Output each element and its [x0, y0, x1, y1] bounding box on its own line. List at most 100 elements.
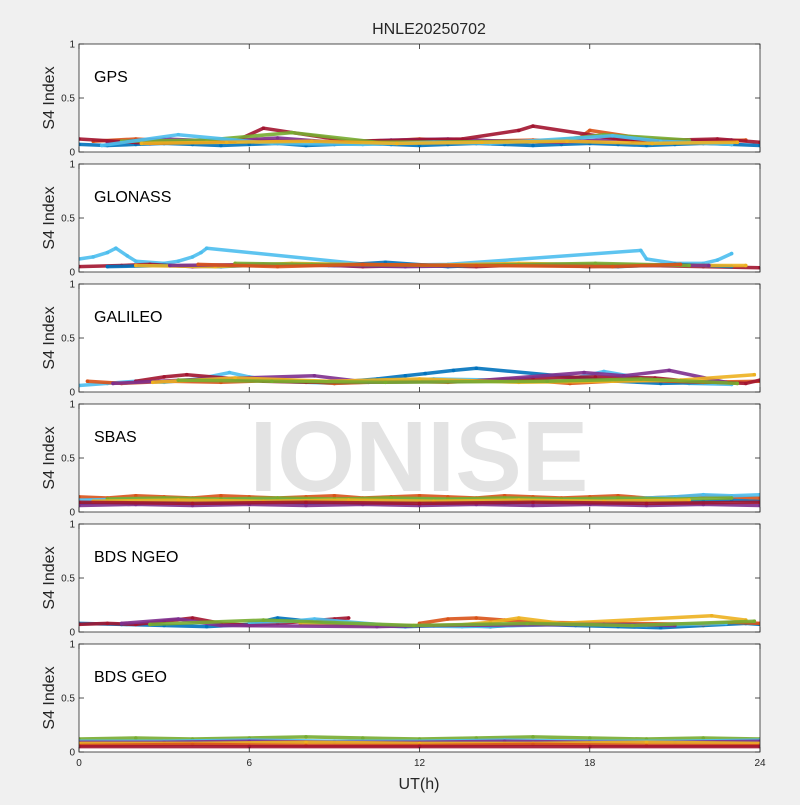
data-point [105, 250, 110, 255]
data-point [729, 496, 734, 500]
x-axis-tick-labels: 0 6 12 18 24 [76, 758, 766, 769]
y-tick-label: 0.5 [61, 214, 75, 225]
data-point [79, 142, 81, 147]
data-point [610, 134, 615, 138]
data-point [134, 263, 138, 268]
data-point [105, 264, 110, 269]
data-point [309, 139, 314, 143]
axes-background [79, 164, 760, 272]
series-group [79, 614, 760, 630]
data-point [168, 263, 172, 268]
x-tick-label: 12 [414, 758, 426, 769]
data-point [275, 264, 280, 269]
data-point [474, 616, 479, 620]
y-tick-label: 0.5 [61, 94, 75, 105]
y-axis-label: S4 Index [41, 66, 58, 129]
data-point [176, 259, 181, 264]
data-point [531, 124, 535, 128]
data-point [304, 740, 308, 745]
data-point [517, 128, 521, 133]
data-point [474, 366, 479, 371]
data-point [758, 492, 760, 497]
data-point [417, 501, 422, 506]
axes-background [79, 644, 760, 752]
data-point [417, 377, 422, 381]
data-point [247, 744, 252, 749]
panel-bds-ngeo: 0 0.5 1 S4 Index BDS NGEO [41, 520, 761, 639]
data-point [176, 132, 181, 137]
data-point [119, 621, 124, 626]
data-point [290, 130, 294, 135]
panel-sbas: 0 0.5 1 S4 Index SBAS [41, 400, 761, 519]
data-point [707, 263, 711, 268]
data-point [332, 494, 337, 498]
data-point [361, 736, 365, 740]
data-point [79, 744, 81, 749]
y-axis-label: S4 Index [41, 666, 58, 729]
data-point [176, 617, 181, 621]
data-point [79, 500, 81, 505]
data-point [650, 141, 654, 146]
data-point [744, 263, 748, 268]
data-point [91, 255, 95, 259]
x-tick-label: 24 [754, 758, 766, 769]
data-point [125, 254, 129, 258]
data-point [190, 255, 195, 259]
data-point [219, 143, 223, 148]
data-point [176, 378, 181, 382]
y-tick-label: 1 [69, 40, 75, 51]
y-tick-label: 0 [69, 508, 75, 519]
data-point [588, 128, 592, 133]
data-point [451, 368, 456, 373]
data-point [744, 381, 748, 386]
data-point [644, 740, 649, 745]
data-point [185, 372, 189, 377]
series-group [79, 735, 760, 749]
y-axis-label: S4 Index [41, 186, 58, 249]
axes-background [79, 524, 760, 632]
data-point [582, 370, 586, 375]
data-point [79, 622, 81, 627]
data-point [312, 374, 317, 378]
data-point [346, 616, 351, 620]
axes-background [79, 44, 760, 152]
watermark: IONISE [250, 401, 589, 513]
data-point [687, 498, 691, 502]
series-group [79, 124, 760, 148]
panel-label: GALILEO [94, 309, 162, 326]
data-point [644, 501, 649, 506]
series-line [148, 618, 757, 628]
data-point [687, 263, 691, 268]
data-point [715, 258, 720, 262]
data-point [423, 371, 428, 376]
data-point [134, 494, 138, 498]
y-tick-label: 0.5 [61, 454, 75, 465]
data-point [565, 139, 569, 143]
data-point [412, 623, 416, 628]
chart-title: HNLE20250702 [372, 21, 486, 38]
data-point [304, 735, 308, 739]
data-point [139, 141, 144, 146]
data-point [531, 503, 535, 508]
data-point [261, 618, 266, 622]
data-point [588, 736, 592, 740]
data-point [474, 263, 479, 268]
data-point [729, 251, 734, 256]
y-tick-label: 0 [69, 388, 75, 399]
x-tick-label: 0 [76, 758, 82, 769]
data-point [667, 368, 671, 373]
panel-galileo: 0 0.5 1 S4 Index GALILEO [41, 280, 761, 399]
data-point [701, 736, 706, 740]
data-point [593, 375, 598, 379]
y-tick-label: 0 [69, 148, 75, 159]
data-point [395, 141, 399, 146]
data-point [701, 492, 706, 497]
data-point [531, 143, 535, 148]
panel-label: BDS GEO [94, 669, 167, 686]
panel-label: SBAS [94, 429, 137, 446]
data-point [622, 374, 626, 378]
series-line [139, 139, 740, 146]
data-point [190, 616, 195, 620]
series-group [79, 492, 760, 508]
